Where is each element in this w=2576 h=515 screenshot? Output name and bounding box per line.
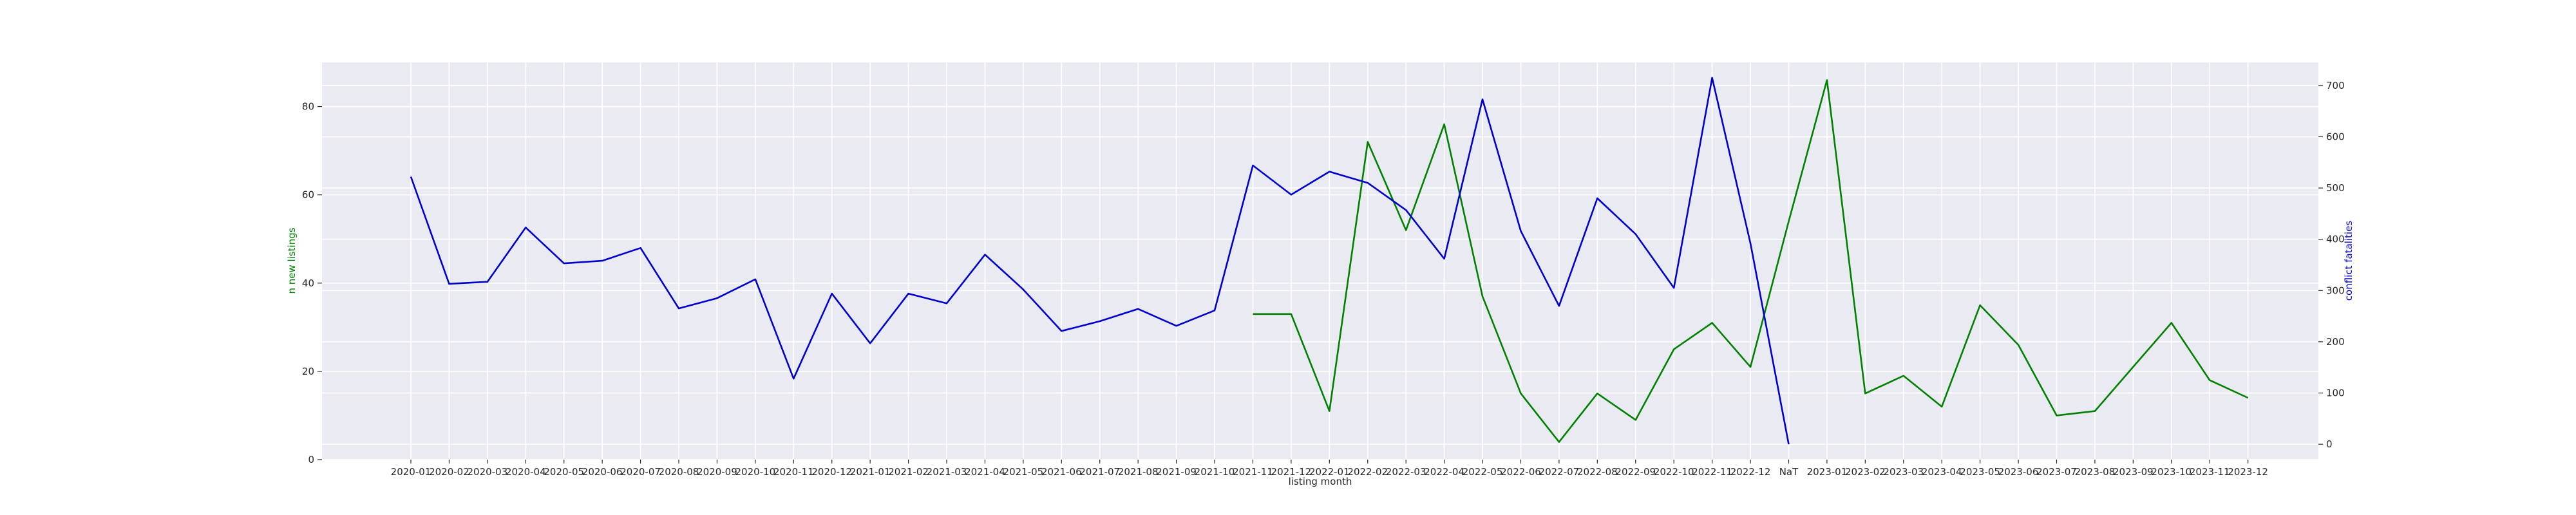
series-line-left xyxy=(1253,79,2249,443)
right-tick-label: 500 xyxy=(2326,182,2345,194)
plot-area xyxy=(322,62,2318,460)
x-tick-label: 2022-03 xyxy=(1386,466,1426,478)
left-tick-label: 40 xyxy=(302,277,314,289)
left-tick-label: 60 xyxy=(302,189,314,201)
grid-layer xyxy=(322,62,2318,460)
left-tick-label: 0 xyxy=(308,454,314,465)
x-tick-label: 2020-01 xyxy=(391,466,431,478)
x-tick-label: 2021-04 xyxy=(965,466,1005,478)
x-tick-label: 2023-11 xyxy=(2190,466,2230,478)
x-tick-label: 2022-11 xyxy=(1692,466,1732,478)
x-tick-label: 2021-03 xyxy=(927,466,967,478)
right-tick-label: 200 xyxy=(2326,336,2345,348)
x-tick-label: 2023-07 xyxy=(2036,466,2077,478)
right-y-axis-title: conflict fatalities xyxy=(2343,221,2354,301)
right-tick-label: 400 xyxy=(2326,234,2345,245)
right-y-axis: 0 100 200 300 400 500 600 700 xyxy=(2318,80,2345,450)
x-tick-label: 2022-05 xyxy=(1463,466,1503,478)
x-tick-label: 2022-10 xyxy=(1654,466,1694,478)
left-y-axis-title: n new listings xyxy=(286,227,298,294)
x-tick-label: 2020-06 xyxy=(582,466,623,478)
x-tick-label: 2021-09 xyxy=(1156,466,1197,478)
x-tick-label: 2023-06 xyxy=(1998,466,2039,478)
x-tick-label: 2022-04 xyxy=(1424,466,1464,478)
x-tick-label: 2022-07 xyxy=(1539,466,1580,478)
x-tick-label: 2020-05 xyxy=(544,466,584,478)
x-tick-label: 2021-08 xyxy=(1118,466,1159,478)
x-tick-label: 2023-05 xyxy=(1960,466,2000,478)
left-tick-label: 20 xyxy=(302,366,314,377)
x-tick-label: 2023-09 xyxy=(2113,466,2154,478)
x-tick-label: 2023-04 xyxy=(1922,466,1962,478)
x-tick-label: 2020-12 xyxy=(811,466,852,478)
x-tick-label: 2022-06 xyxy=(1501,466,1541,478)
x-tick-label: 2022-01 xyxy=(1309,466,1350,478)
x-tick-label: 2023-12 xyxy=(2228,466,2268,478)
x-tick-label: 2021-10 xyxy=(1195,466,1235,478)
x-tick-label: 2023-03 xyxy=(1883,466,1924,478)
x-tick-label: 2020-11 xyxy=(773,466,814,478)
x-tick-label: 2020-09 xyxy=(697,466,737,478)
right-tick-label: 100 xyxy=(2326,388,2345,399)
x-tick-label: 2021-07 xyxy=(1079,466,1120,478)
x-tick-label: 2020-08 xyxy=(659,466,699,478)
left-tick-label: 80 xyxy=(302,101,314,113)
x-tick-label: 2021-05 xyxy=(1003,466,1044,478)
x-tick-label: 2022-02 xyxy=(1347,466,1388,478)
x-tick-label: 2020-07 xyxy=(620,466,661,478)
x-tick-label: 2020-02 xyxy=(429,466,469,478)
x-tick-label: 2020-04 xyxy=(506,466,546,478)
x-tick-label: 2020-10 xyxy=(735,466,776,478)
x-tick-label: 2021-11 xyxy=(1233,466,1273,478)
x-tick-label: NaT xyxy=(1779,466,1799,478)
right-tick-label: 600 xyxy=(2326,131,2345,142)
x-tick-label: 2023-08 xyxy=(2075,466,2116,478)
x-tick-label: 2022-12 xyxy=(1730,466,1771,478)
series-line-right xyxy=(410,77,1790,445)
x-tick-label: 2021-06 xyxy=(1041,466,1082,478)
left-y-axis: 0 20 40 60 80 xyxy=(302,101,322,465)
x-tick-label: 2023-01 xyxy=(1807,466,1848,478)
x-tick-label: 2021-12 xyxy=(1271,466,1312,478)
x-tick-label: 2020-03 xyxy=(468,466,508,478)
x-axis: 2020-012020-022020-032020-042020-052020-… xyxy=(391,460,2268,478)
x-tick-label: 2022-09 xyxy=(1615,466,1656,478)
x-tick-label: 2023-02 xyxy=(1845,466,1886,478)
x-tick-label: 2023-10 xyxy=(2151,466,2192,478)
right-tick-label: 300 xyxy=(2326,285,2345,296)
x-tick-label: 2021-02 xyxy=(888,466,929,478)
x-tick-label: 2021-01 xyxy=(850,466,891,478)
right-tick-label: 700 xyxy=(2326,80,2345,91)
x-tick-label: 2022-08 xyxy=(1577,466,1618,478)
right-tick-label: 0 xyxy=(2326,438,2333,450)
x-axis-title: listing month xyxy=(1289,476,1352,487)
series-layer xyxy=(410,77,2249,445)
